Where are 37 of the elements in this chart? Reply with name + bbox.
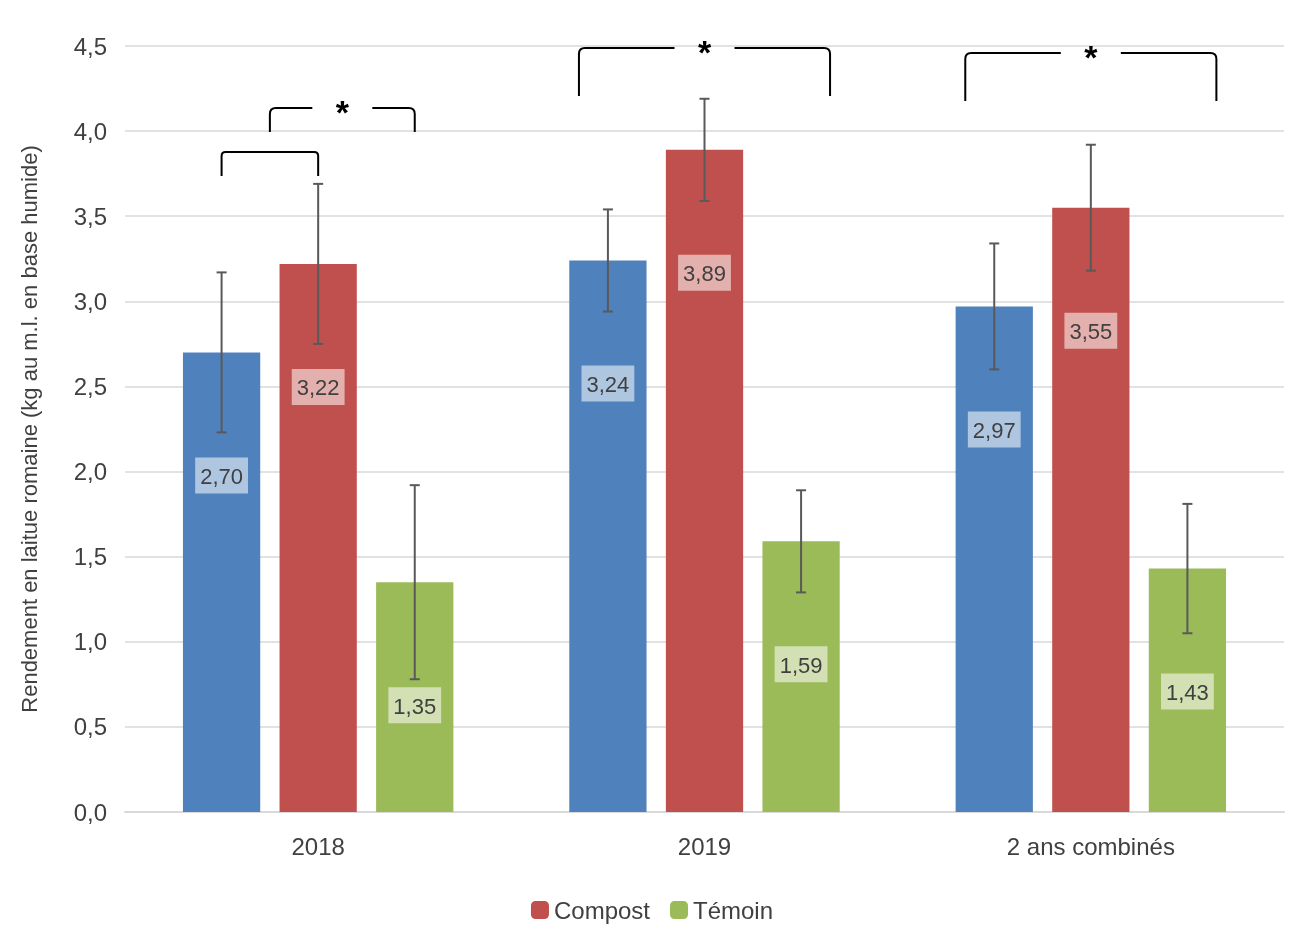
y-tick-label: 1,5: [73, 543, 107, 571]
data-label: 3,55: [1069, 319, 1113, 345]
bar: [182, 352, 261, 812]
bar: [279, 263, 357, 812]
data-label: 3,24: [586, 371, 630, 397]
data-label: 2,97: [972, 417, 1016, 443]
bar: [1148, 568, 1227, 812]
annotation: *: [335, 93, 350, 131]
annotation: *: [697, 33, 712, 71]
y-tick-label: 1,0: [73, 628, 107, 656]
y-tick-label: 4,0: [73, 117, 107, 145]
bar: [665, 149, 744, 812]
bar: [376, 582, 454, 812]
bar: [955, 306, 1033, 812]
y-tick-label: 2,5: [73, 372, 107, 400]
y-tick-label: 3,5: [73, 202, 107, 230]
data-label: 1,43: [1166, 680, 1209, 706]
bar: [1052, 207, 1130, 812]
y-tick-label: 0,5: [73, 713, 107, 741]
legend-label: Compost: [553, 896, 651, 924]
data-label: 2,70: [200, 463, 243, 489]
y-tick-label: 2,0: [73, 458, 107, 486]
annotation: *: [1084, 38, 1099, 76]
y-tick-label: 0,0: [73, 798, 107, 826]
x-tick-label: 2018: [291, 832, 345, 860]
data-label: 1,59: [779, 652, 823, 678]
data-label: 1,35: [393, 693, 437, 719]
bar: [569, 260, 647, 812]
bar: [762, 541, 840, 812]
y-tick-label: 3,0: [73, 287, 107, 315]
y-axis-title: Rendement en laitue romaine (kg au m.l. en base humide): [16, 145, 42, 713]
data-label: 3,89: [683, 261, 726, 287]
x-tick-label: 2 ans combinés: [1006, 832, 1175, 860]
data-label: 3,22: [296, 375, 340, 401]
y-tick-label: 4,5: [73, 32, 107, 60]
x-tick-label: 2019: [677, 832, 732, 860]
legend-label: Témoin: [693, 896, 774, 924]
